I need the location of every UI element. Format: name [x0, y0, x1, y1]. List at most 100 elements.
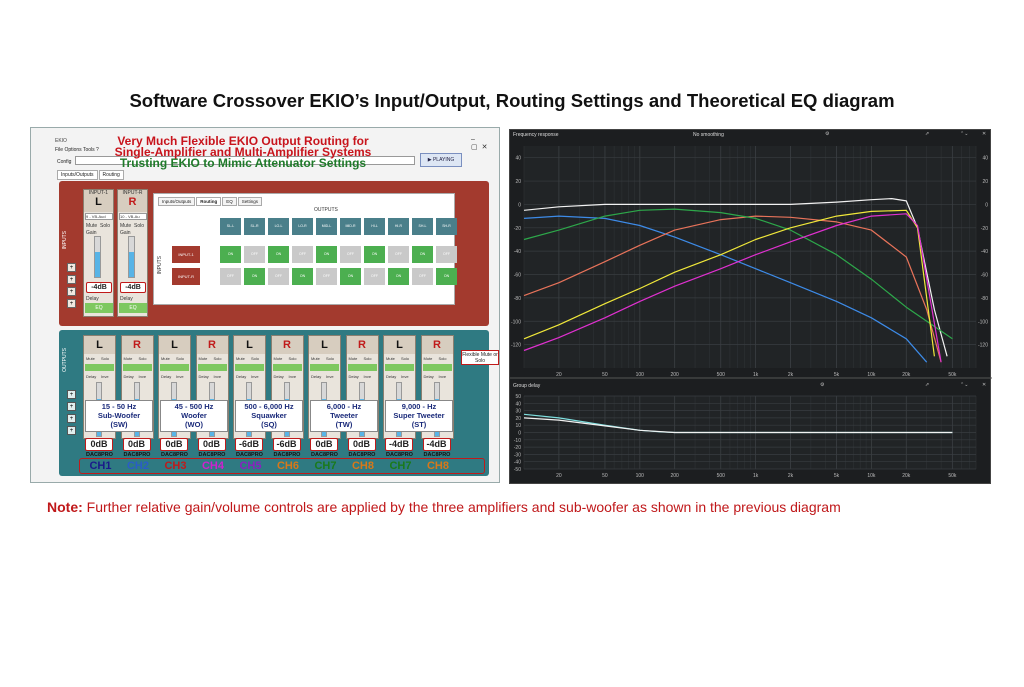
output-gain-value[interactable]: 0dB — [347, 438, 376, 451]
mute-button[interactable]: Mute — [161, 356, 170, 361]
solo-button[interactable]: Solo — [101, 356, 110, 361]
play-button[interactable]: ▶ PLAYING — [420, 153, 462, 167]
side-plus-button[interactable]: + — [67, 414, 76, 423]
routing-tab-inputs-outputs[interactable]: Inputs/Outputs — [158, 197, 196, 206]
solo-button[interactable]: Solo — [100, 223, 111, 229]
routing-cell[interactable]: ON — [388, 268, 409, 285]
routing-cell[interactable]: OFF — [412, 268, 433, 285]
menu-bar[interactable]: File Options Tools ? — [55, 147, 99, 153]
mute-button[interactable]: Mute — [311, 356, 320, 361]
routing-cell[interactable]: ON — [364, 246, 385, 263]
eq-button[interactable]: EQ — [85, 303, 113, 313]
export-icon[interactable]: ⇗ — [925, 382, 930, 388]
side-plus-button[interactable]: + — [67, 426, 76, 435]
eq-button[interactable] — [272, 364, 302, 371]
eq-button[interactable] — [310, 364, 339, 371]
eq-button[interactable] — [197, 364, 227, 371]
mute-button[interactable]: Mute — [273, 356, 283, 361]
routing-cell[interactable]: ON — [412, 246, 433, 263]
side-plus-button[interactable]: + — [67, 263, 76, 272]
routing-cell[interactable]: ON — [244, 268, 265, 285]
routing-cell[interactable]: OFF — [244, 246, 265, 263]
side-plus-button[interactable]: + — [67, 275, 76, 284]
solo-button[interactable]: Solo — [401, 356, 410, 361]
input-gain-value[interactable]: -4dB — [86, 282, 112, 293]
collapse-icon[interactable]: ⌃⌄ — [960, 131, 969, 137]
mute-button[interactable]: Mute — [348, 356, 358, 361]
eq-button[interactable] — [385, 364, 414, 371]
tab-inputs-outputs[interactable]: Inputs/Outputs — [57, 170, 98, 180]
close-icon[interactable]: ✕ — [982, 382, 987, 388]
routing-cell[interactable]: ON — [340, 268, 361, 285]
output-gain-value[interactable]: -6dB — [235, 438, 263, 451]
routing-tab-settings[interactable]: Settings — [237, 197, 263, 206]
input-source-select[interactable]: 10 - VB-Au — [119, 213, 147, 220]
routing-cell[interactable]: ON — [220, 246, 241, 263]
output-gain-value[interactable]: -4dB — [422, 438, 451, 451]
solo-button[interactable]: Solo — [326, 356, 335, 361]
routing-cell[interactable]: OFF — [364, 268, 385, 285]
eq-button[interactable] — [85, 364, 114, 371]
side-plus-button[interactable]: + — [67, 287, 76, 296]
routing-cell[interactable]: OFF — [436, 246, 457, 263]
mute-button[interactable]: Mute — [386, 356, 395, 361]
routing-cell[interactable]: OFF — [268, 268, 289, 285]
solo-button[interactable]: Solo — [251, 356, 260, 361]
x-tick-label: 200 — [670, 473, 679, 479]
tab-routing[interactable]: Routing — [98, 170, 124, 180]
routing-cell[interactable]: OFF — [292, 246, 313, 263]
mute-button[interactable]: Mute — [423, 356, 433, 361]
solo-button[interactable]: Solo — [213, 356, 222, 361]
output-gain-value[interactable]: 0dB — [197, 438, 226, 451]
routing-cell[interactable]: OFF — [316, 268, 337, 285]
solo-button[interactable]: Solo — [288, 356, 297, 361]
mute-button[interactable]: Mute — [120, 223, 132, 229]
collapse-icon[interactable]: ⌃⌄ — [960, 382, 969, 388]
solo-button[interactable]: Solo — [138, 356, 147, 361]
output-gain-value[interactable]: 0dB — [122, 438, 151, 451]
gain-fader[interactable] — [128, 236, 135, 278]
output-gain-value[interactable]: -4dB — [385, 438, 413, 451]
side-plus-button[interactable]: + — [67, 402, 76, 411]
solo-button[interactable]: Solo — [134, 223, 145, 229]
eq-button[interactable] — [422, 364, 452, 371]
eq-button[interactable] — [122, 364, 152, 371]
routing-tab-routing[interactable]: Routing — [196, 197, 222, 206]
export-icon[interactable]: ⇗ — [925, 131, 930, 137]
routing-tab-eq[interactable]: EQ — [222, 197, 237, 206]
smoothing-selector[interactable]: No smoothing — [693, 132, 724, 138]
routing-cell[interactable]: OFF — [388, 246, 409, 263]
solo-button[interactable]: Solo — [176, 356, 185, 361]
routing-cell[interactable]: ON — [268, 246, 289, 263]
mute-button[interactable]: Mute — [236, 356, 245, 361]
input-gain-value[interactable]: -4dB — [120, 282, 146, 293]
output-gain-value[interactable]: 0dB — [160, 438, 188, 451]
routing-cell[interactable]: OFF — [340, 246, 361, 263]
solo-button[interactable]: Solo — [438, 356, 447, 361]
eq-button[interactable]: EQ — [119, 303, 147, 313]
eq-button[interactable] — [235, 364, 264, 371]
routing-cell[interactable]: OFF — [220, 268, 241, 285]
routing-cell[interactable]: ON — [316, 246, 337, 263]
mute-button[interactable]: Mute — [86, 356, 95, 361]
close-icon[interactable]: ✕ — [982, 131, 987, 137]
mute-button[interactable]: Mute — [123, 356, 133, 361]
eq-button[interactable] — [160, 364, 189, 371]
routing-cell[interactable]: ON — [436, 268, 457, 285]
output-gain-value[interactable]: 0dB — [85, 438, 113, 451]
mute-button[interactable]: Mute — [198, 356, 208, 361]
input-source-select[interactable]: 9 - VB-Aud — [85, 213, 113, 220]
routing-cell[interactable]: ON — [292, 268, 313, 285]
output-gain-value[interactable]: 0dB — [310, 438, 338, 451]
output-gain-value[interactable]: -6dB — [272, 438, 301, 451]
mute-button[interactable]: Mute — [86, 223, 98, 229]
window-controls[interactable]: –▢✕ — [471, 136, 492, 151]
gain-fader[interactable] — [94, 236, 101, 278]
gear-icon[interactable]: ⚙ — [825, 131, 830, 137]
eq-button[interactable] — [347, 364, 377, 371]
side-plus-button[interactable]: + — [67, 299, 76, 308]
solo-button[interactable]: Solo — [363, 356, 372, 361]
side-plus-button[interactable]: + — [67, 390, 76, 399]
gear-icon[interactable]: ⚙ — [820, 382, 825, 388]
config-select[interactable] — [75, 156, 415, 165]
